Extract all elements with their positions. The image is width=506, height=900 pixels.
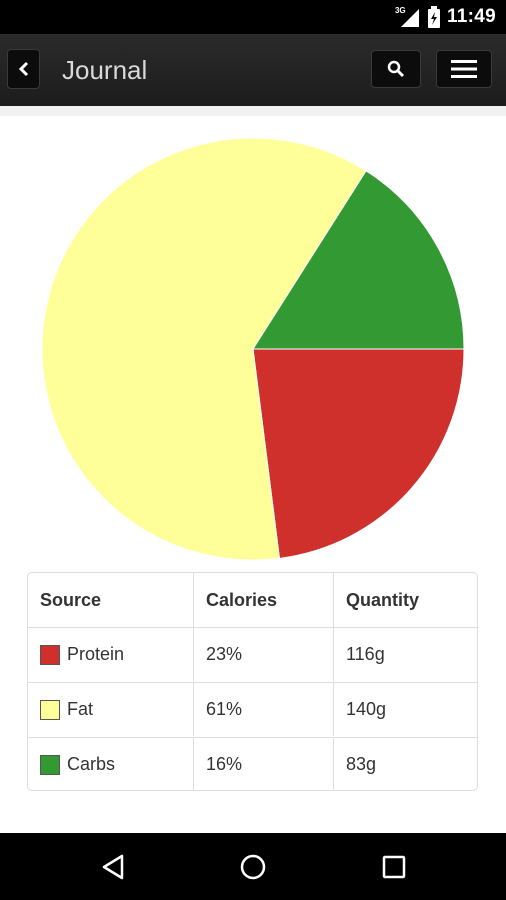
fat-color-swatch xyxy=(40,699,60,720)
source-cell: Fat xyxy=(28,683,193,736)
protein-color-swatch xyxy=(40,644,60,665)
back-triangle-icon xyxy=(102,854,124,880)
calories-cell: 23% xyxy=(193,628,333,681)
status-bar: 3G 11:49 xyxy=(0,0,506,34)
table-row-protein: Protein 23% 116g xyxy=(28,627,477,681)
quantity-cell: 140g xyxy=(333,683,477,736)
calories-cell: 61% xyxy=(193,683,333,736)
nav-recents-button[interactable] xyxy=(378,851,410,883)
source-cell: Protein xyxy=(28,628,193,681)
search-icon xyxy=(387,60,405,78)
page-title: Journal xyxy=(62,55,148,85)
table-row-carbs: Carbs 16% 83g xyxy=(28,737,477,790)
status-icons: 3G 11:49 xyxy=(394,0,496,34)
macro-pie-chart xyxy=(40,136,466,562)
quantity-cell: 83g xyxy=(333,738,477,790)
header-quantity: Quantity xyxy=(333,573,477,627)
source-label: Protein xyxy=(67,644,125,664)
macro-table: Source Calories Quantity Protein 23% 116… xyxy=(27,572,478,791)
header-source: Source xyxy=(40,589,102,610)
home-circle-icon xyxy=(240,854,266,880)
quantity-cell: 116g xyxy=(333,628,477,681)
recents-square-icon xyxy=(382,855,406,879)
nav-back-button[interactable] xyxy=(97,851,129,883)
action-bar: Journal xyxy=(0,34,506,106)
chevron-left-icon xyxy=(18,61,28,77)
pie-slice-carbs xyxy=(252,170,465,350)
source-cell: Carbs xyxy=(28,738,193,790)
search-button[interactable] xyxy=(371,50,421,88)
menu-button[interactable] xyxy=(436,50,492,88)
battery-icon xyxy=(427,6,441,28)
pie-slice-protein xyxy=(252,348,465,559)
carbs-color-swatch xyxy=(40,754,60,775)
header-calories: Calories xyxy=(193,573,333,627)
back-button[interactable] xyxy=(7,49,40,89)
network-type-label: 3G xyxy=(394,6,406,15)
source-label: Fat xyxy=(67,699,94,719)
system-nav-bar xyxy=(0,833,506,900)
pie-slice-fat xyxy=(41,137,367,561)
source-label: Carbs xyxy=(67,754,116,774)
table-row-fat: Fat 61% 140g xyxy=(28,682,477,736)
hamburger-menu-icon xyxy=(451,60,477,78)
content-top-strip xyxy=(0,106,506,116)
status-time: 11:49 xyxy=(446,6,496,27)
nav-home-button[interactable] xyxy=(237,851,269,883)
table-header-row: Source Calories Quantity xyxy=(28,573,477,627)
calories-cell: 16% xyxy=(193,738,333,790)
signal-icon: 3G xyxy=(394,6,421,27)
